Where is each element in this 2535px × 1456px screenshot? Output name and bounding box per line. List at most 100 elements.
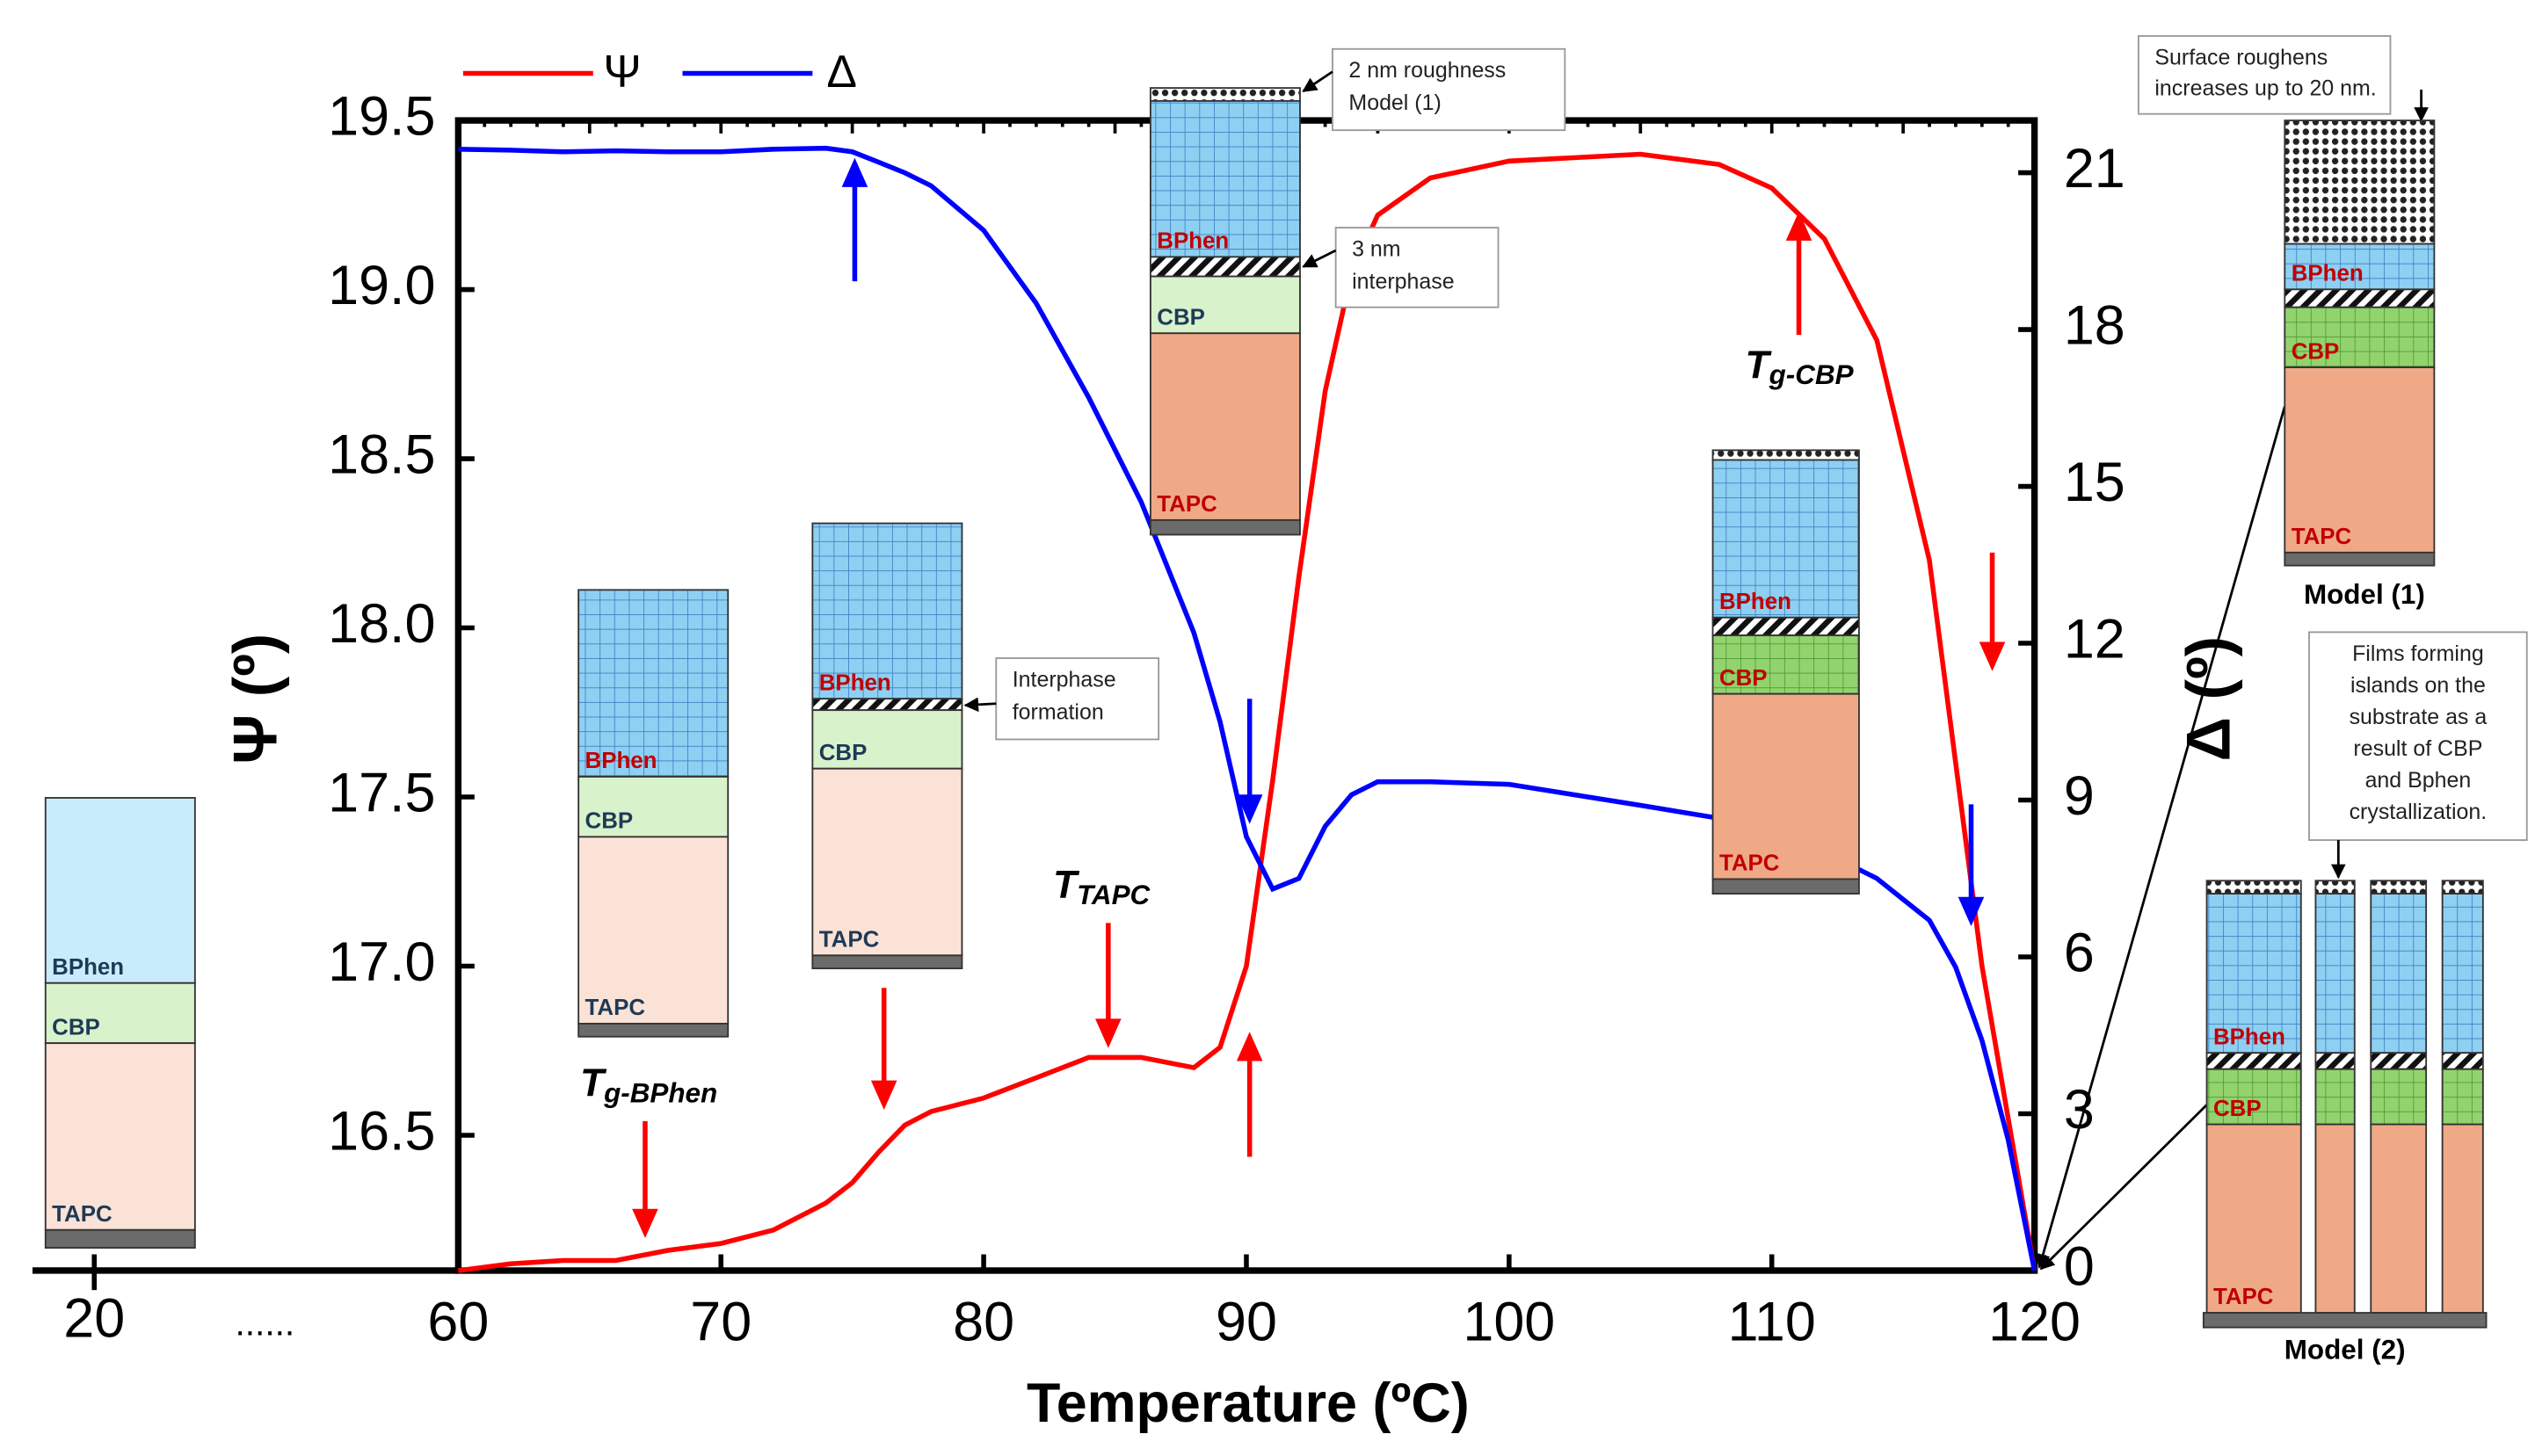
- callout-text: and Bphen: [2365, 768, 2472, 793]
- film-layer: [1149, 99, 1301, 258]
- film-layer: [1149, 87, 1301, 102]
- callout-text: islands on the: [2350, 673, 2486, 698]
- x-tick-label: 70: [690, 1291, 752, 1352]
- film-layer: [1149, 332, 1301, 521]
- callout-text: 3 nm: [1352, 237, 1400, 262]
- film-layer: [811, 767, 963, 957]
- callout-box: [995, 657, 1160, 741]
- film-layer: [44, 982, 196, 1045]
- layer-label: TAPC: [819, 928, 880, 953]
- film-layer: [2205, 1052, 2302, 1070]
- y-tick-label: 19.5: [328, 86, 435, 148]
- x-tick-label: 60: [427, 1291, 489, 1352]
- film-layer: [1711, 878, 1860, 895]
- arrow-head: [632, 1208, 658, 1238]
- layer-label: TAPC: [2213, 1285, 2274, 1309]
- callout-text: substrate as a: [2350, 705, 2488, 729]
- x-tick-label: 80: [953, 1291, 1014, 1352]
- layer-label: BPhen: [1157, 229, 1229, 254]
- x-tick-label: 120: [1988, 1291, 2081, 1352]
- film-layer: [2441, 880, 2484, 895]
- callout-box: [1332, 47, 1566, 132]
- callout-pointer: [963, 697, 997, 713]
- callout-pointer: [1302, 70, 1333, 92]
- arrow-head: [1958, 896, 1985, 927]
- callout-text: Model (1): [1348, 91, 1441, 115]
- film-layer: [2314, 880, 2356, 895]
- callout-text: Films forming: [2352, 641, 2484, 666]
- layer-label: CBP: [2292, 339, 2340, 364]
- annotation: TTAPC: [1053, 863, 1151, 910]
- film-layer: [2370, 893, 2428, 1054]
- annotation-sub: TAPC: [1077, 880, 1151, 910]
- film-layer: [1149, 275, 1301, 335]
- y2-axis-title: Δ (º): [2174, 636, 2243, 761]
- layer-label: BPhen: [2292, 262, 2364, 286]
- film-layer: [2370, 880, 2428, 895]
- y-tick-label: 17.5: [328, 763, 435, 824]
- film-layer: [811, 522, 963, 700]
- x-tick-label: 100: [1463, 1291, 1555, 1352]
- x-tick-label: 110: [1728, 1291, 1816, 1352]
- annotation: Tg-CBP: [1746, 344, 1854, 391]
- film-layer: [2314, 1123, 2356, 1314]
- film-layer: [1711, 449, 1860, 461]
- callout-text: formation: [1013, 699, 1104, 724]
- y-tick-label: 16.5: [328, 1101, 435, 1163]
- layer-label: TAPC: [1719, 851, 1780, 876]
- layer-label: CBP: [1719, 666, 1768, 691]
- film-layer: [577, 836, 730, 1025]
- film-layer: [2314, 1052, 2356, 1070]
- layer-label: BPhen: [585, 749, 657, 773]
- layer-label: TAPC: [585, 996, 646, 1020]
- y-axis-title: Ψ (º): [220, 634, 289, 764]
- layer-label: CBP: [2213, 1097, 2262, 1121]
- y2-tick-label: 18: [2064, 295, 2125, 357]
- broken-axis-label: 20: [63, 1288, 125, 1350]
- film-layer: [2370, 1052, 2428, 1070]
- layer-label: CBP: [1157, 305, 1205, 330]
- arrow-head: [841, 157, 868, 187]
- film-layer: [811, 954, 963, 970]
- arrow-head: [1236, 1032, 1263, 1061]
- legend-label: Δ: [826, 46, 857, 97]
- film-layer: [2441, 1052, 2484, 1070]
- series-line: [457, 151, 2037, 1273]
- film-layer: [2370, 1068, 2428, 1126]
- film-layer: [1711, 459, 1860, 619]
- y2-tick-label: 6: [2064, 923, 2095, 984]
- film-layer: [1149, 256, 1301, 278]
- film-layer: [2314, 1068, 2356, 1126]
- y2-tick-label: 0: [2064, 1236, 2095, 1298]
- arrow-head: [870, 1080, 897, 1110]
- annotation-sub: g-CBP: [1769, 359, 1854, 390]
- callout-pointer: [1302, 249, 1337, 268]
- film-layer: [1711, 616, 1860, 637]
- layer-label: BPhen: [52, 955, 124, 980]
- callout-text: result of CBP: [2353, 736, 2482, 761]
- annotation: Tg-BPhen: [580, 1061, 717, 1109]
- film-layer: [44, 1042, 196, 1231]
- arrow-head: [1979, 641, 2006, 671]
- y-tick-label: 17.0: [328, 931, 435, 993]
- annotation-main: T: [580, 1061, 607, 1105]
- y2-tick-label: 21: [2064, 138, 2125, 199]
- callout-box: [1334, 227, 1500, 308]
- film-layer: [2370, 1123, 2428, 1314]
- film-layer: [1711, 692, 1860, 880]
- arrow-head: [1095, 1018, 1122, 1048]
- layer-label: TAPC: [52, 1202, 113, 1227]
- film-layer: [2284, 551, 2436, 567]
- film-layer: [2205, 893, 2302, 1054]
- film-layer: [577, 1023, 730, 1038]
- callout-text: 2 nm roughness: [1348, 58, 1506, 83]
- film-layer: [2284, 243, 2436, 291]
- film-layer: [577, 589, 730, 778]
- layer-label: CBP: [585, 809, 634, 834]
- stack-caption: Model (2): [2284, 1335, 2406, 1365]
- callout-text: interphase: [1352, 270, 1454, 294]
- y-tick-label: 19.0: [328, 255, 435, 316]
- callout-box: [2137, 35, 2392, 115]
- film-layer: [811, 709, 963, 770]
